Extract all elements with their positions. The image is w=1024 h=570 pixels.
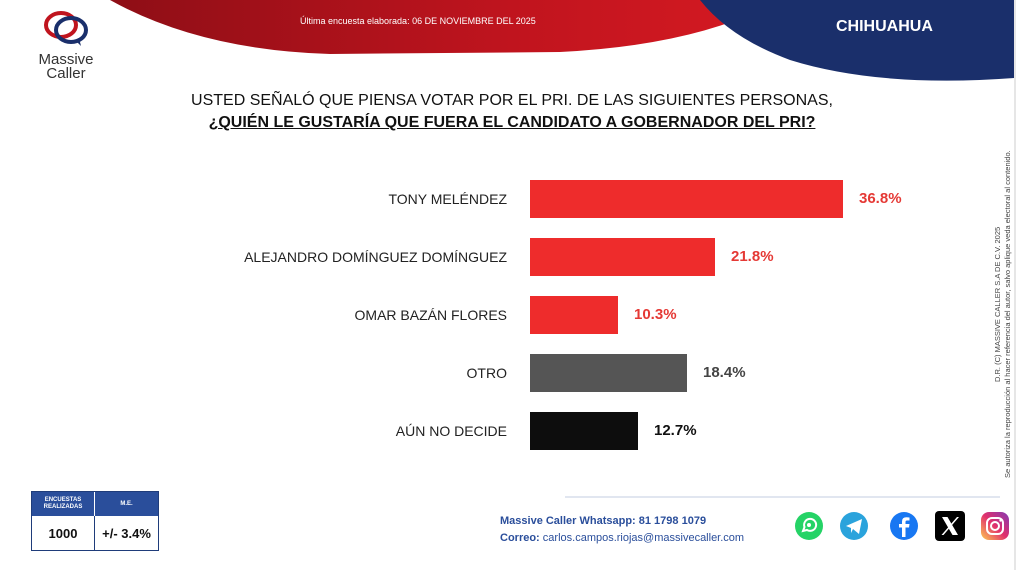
bar [530, 238, 715, 276]
red-header-band [110, 0, 780, 54]
category-label: OTRO [466, 365, 507, 381]
navy-header-band [700, 0, 1014, 81]
state-name: CHIHUAHUA [836, 18, 933, 35]
bar [530, 412, 638, 450]
bar [530, 296, 618, 334]
value-label: 36.8% [859, 190, 902, 207]
question-line2: ¿QUIÉN LE GUSTARÍA QUE FUERA EL CANDIDAT… [208, 114, 816, 131]
question-line1: USTED SEÑALÓ QUE PIENSA VOTAR POR EL PRI… [191, 92, 833, 109]
margin-error-header: M.E. [95, 492, 158, 516]
category-label: ALEJANDRO DOMÍNGUEZ DOMÍNGUEZ [244, 249, 507, 265]
stats-table: ENCUESTAS REALIZADAS M.E. 1000 +/- 3.4% [31, 491, 159, 551]
category-label: TONY MELÉNDEZ [388, 191, 507, 207]
value-label: 18.4% [703, 364, 746, 381]
logo-line2: Caller [46, 65, 86, 82]
bar [530, 180, 843, 218]
facebook-icon[interactable] [888, 510, 920, 542]
whatsapp-icon[interactable] [793, 510, 825, 542]
logo-line1: Massive [38, 51, 94, 68]
telegram-icon[interactable] [838, 510, 870, 542]
side-notice-line2: Se autoriza la reproducción al hacer ref… [1003, 150, 1012, 478]
category-label: AÚN NO DECIDE [395, 423, 507, 439]
value-label: 21.8% [731, 248, 774, 265]
side-notice-line1: D.R. (C) MASSIVE CALLER S.A DE C.V. 2025 [993, 226, 1002, 382]
surveys-value: 1000 [32, 516, 95, 550]
logo-bubbles-icon [44, 11, 88, 46]
last-survey-date: Última encuesta elaborada: 06 DE NOVIEMB… [300, 16, 536, 26]
margin-error-value: +/- 3.4% [102, 525, 151, 541]
email-label: Correo: [500, 532, 540, 544]
value-label: 10.3% [634, 306, 677, 323]
contact-whatsapp: Massive Caller Whatsapp: 81 1798 1079 [500, 515, 706, 527]
instagram-icon[interactable] [979, 510, 1011, 542]
bar [530, 354, 687, 392]
email-address: carlos.campos.riojas@massivecaller.com [542, 532, 745, 544]
value-label: 12.7% [654, 422, 697, 439]
whatsapp-text: Massive Caller Whatsapp: 81 1798 1079 [500, 515, 707, 527]
x-icon[interactable] [934, 510, 966, 542]
category-label: OMAR BAZÁN FLORES [354, 307, 507, 323]
contact-email: Correo: carlos.campos.riojas@massivecall… [500, 532, 744, 544]
massive-caller-logo: Massive Caller [22, 8, 110, 81]
surveys-header: ENCUESTAS REALIZADAS [32, 492, 95, 516]
